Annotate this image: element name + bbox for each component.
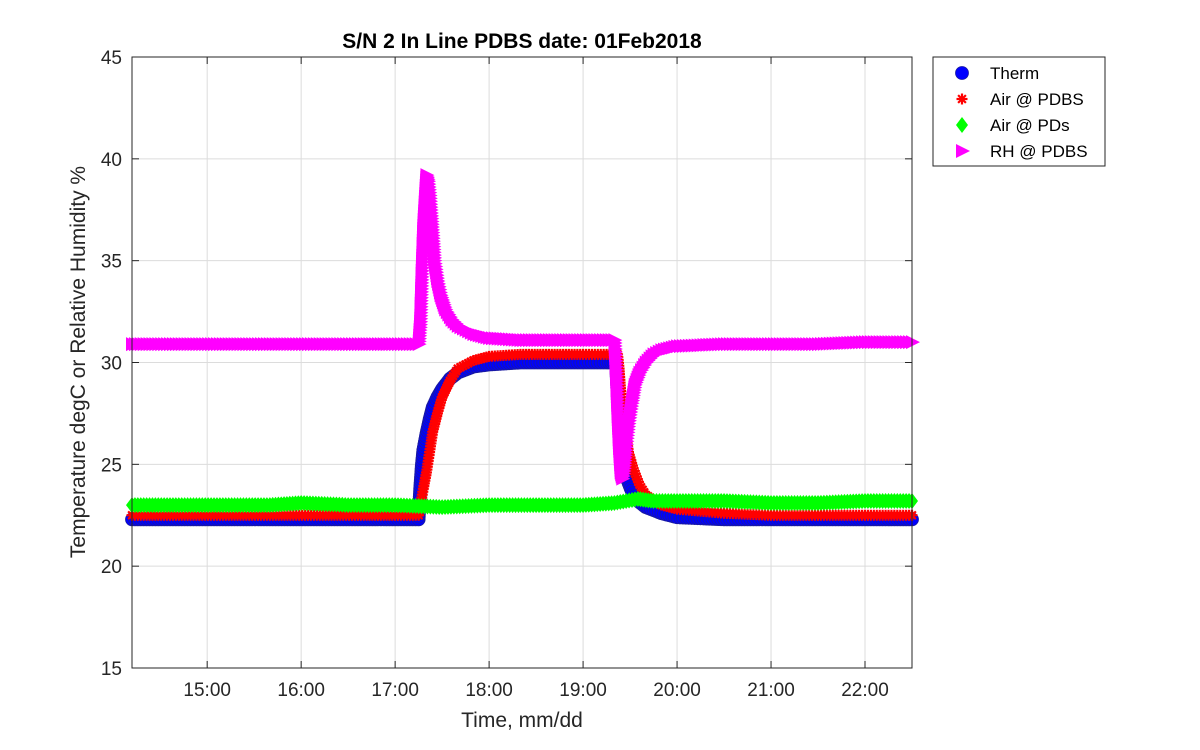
legend-label: Air @ PDBS [990,90,1084,109]
legend-entry: RH @ PDBS [956,142,1088,161]
x-tick-label: 17:00 [371,680,419,701]
y-tick-label: 35 [101,252,122,273]
y-tick-label: 40 [101,150,122,171]
data-layer [125,168,920,527]
y-tick-label: 45 [101,48,122,69]
x-tick-label: 20:00 [653,680,701,701]
legend-marker [956,144,970,158]
legend-label: Therm [990,64,1039,83]
legend: Therm Air @ PDBS Air @ PDs RH @ PDBS [932,56,1106,167]
legend-entry: Air @ PDs [956,116,1070,135]
x-tick-label: 15:00 [183,680,231,701]
ticks: 15:00 16:00 17:00 18:00 19:00 20:00 21:00 22:00… [101,48,912,701]
series-rh-pdbs [126,168,920,486]
x-axis-label: Time, mm/dd [461,709,583,732]
x-tick-label: 19:00 [559,680,607,701]
x-tick-label: 22:00 [841,680,889,701]
y-tick-label: 30 [101,354,122,375]
x-tick-label: 21:00 [747,680,795,701]
legend-label: RH @ PDBS [990,142,1088,161]
chart-title: S/N 2 In Line PDBS date: 01Feb2018 [342,30,702,53]
y-axis-label: Temperature degC or Relative Humidity % [67,166,90,558]
legend-marker [956,93,968,105]
x-tick-label: 18:00 [465,680,513,701]
legend-marker [955,66,969,80]
x-tick-label: 16:00 [277,680,325,701]
legend-entry: Air @ PDBS [956,90,1084,109]
y-tick-label: 25 [101,455,122,476]
legend-marker [956,117,968,133]
legend-label: Air @ PDs [990,116,1070,135]
y-tick-label: 15 [101,659,122,680]
y-tick-label: 20 [101,557,122,578]
series-air-pds [126,490,918,516]
legend-entry: Therm [955,64,1039,83]
data-point [906,335,920,350]
